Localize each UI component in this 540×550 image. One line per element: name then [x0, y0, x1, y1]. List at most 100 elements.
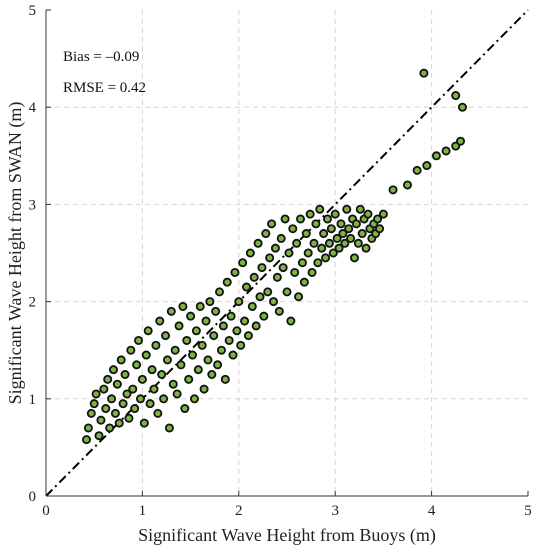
data-point: [317, 243, 327, 253]
data-point: [336, 219, 346, 229]
data-point: [349, 253, 359, 263]
data-point: [120, 369, 130, 379]
data-point: [178, 301, 188, 311]
x-tick-label: 4: [428, 503, 436, 519]
data-point: [321, 253, 331, 263]
data-point: [101, 404, 111, 414]
data-point: [103, 374, 113, 384]
y-tick-label: 2: [29, 295, 37, 311]
data-point: [184, 374, 194, 384]
data-point: [269, 297, 279, 307]
data-point: [172, 389, 182, 399]
data-point: [286, 316, 296, 326]
data-point: [228, 350, 238, 360]
data-point: [274, 306, 284, 316]
y-tick-labels: 0 1 2 3 4 5: [29, 3, 37, 505]
data-point: [197, 340, 207, 350]
data-point: [145, 399, 155, 409]
data-point: [203, 355, 213, 365]
data-point: [251, 321, 261, 331]
data-point: [213, 360, 223, 370]
data-point: [402, 180, 412, 190]
data-point: [218, 321, 228, 331]
data-point: [195, 301, 205, 311]
data-point: [322, 214, 332, 224]
data-point: [188, 350, 198, 360]
data-point: [288, 224, 298, 234]
x-tick-label: 2: [235, 503, 243, 519]
data-point: [110, 408, 120, 418]
data-point: [363, 209, 373, 219]
data-point: [267, 219, 277, 229]
data-point: [96, 415, 106, 425]
data-point: [457, 102, 467, 112]
data-point: [272, 272, 282, 282]
data-point: [201, 316, 211, 326]
data-point: [249, 272, 259, 282]
data-point: [342, 204, 352, 214]
data-point: [311, 219, 321, 229]
data-point: [159, 394, 169, 404]
data-point: [344, 224, 354, 234]
data-point: [456, 136, 466, 146]
data-point: [280, 214, 290, 224]
rmse-annotation: RMSE = 0.42: [63, 80, 146, 96]
data-point: [334, 243, 344, 253]
data-point: [139, 418, 149, 428]
data-point: [83, 423, 93, 433]
data-point: [89, 399, 99, 409]
data-point: [357, 229, 367, 239]
x-tick-label: 3: [331, 503, 339, 519]
data-point: [313, 258, 323, 268]
data-point: [255, 292, 265, 302]
data-point: [326, 224, 336, 234]
data-point: [330, 209, 340, 219]
data-point: [135, 394, 145, 404]
data-point: [299, 277, 309, 287]
x-tick-label: 5: [524, 503, 532, 519]
data-point: [155, 316, 165, 326]
data-point: [261, 229, 271, 239]
data-point: [236, 340, 246, 350]
y-tick-label: 1: [29, 392, 37, 408]
data-point: [224, 335, 234, 345]
data-point: [234, 297, 244, 307]
data-point: [373, 214, 383, 224]
data-point: [230, 267, 240, 277]
data-point: [297, 258, 307, 268]
data-point: [134, 335, 144, 345]
data-point: [451, 91, 461, 101]
data-point: [303, 248, 313, 258]
data-point: [419, 68, 429, 78]
data-point: [282, 287, 292, 297]
data-point: [375, 224, 385, 234]
data-point: [353, 238, 363, 248]
data-point: [247, 301, 257, 311]
data-point: [257, 263, 267, 273]
data-point: [107, 394, 117, 404]
data-point: [355, 204, 365, 214]
data-point: [162, 355, 172, 365]
data-point: [94, 431, 104, 441]
data-point: [226, 311, 236, 321]
data-point: [431, 151, 441, 161]
data-point: [182, 335, 192, 345]
data-point: [99, 384, 109, 394]
x-tick-label: 0: [42, 503, 50, 519]
data-point: [170, 345, 180, 355]
data-point: [422, 161, 432, 171]
data-point: [153, 408, 163, 418]
data-point: [141, 350, 151, 360]
data-point: [253, 238, 263, 248]
data-point: [207, 369, 217, 379]
y-tick-label: 5: [29, 3, 37, 19]
data-point: [199, 384, 209, 394]
data-point: [215, 287, 225, 297]
data-point: [191, 326, 201, 336]
data-point: [166, 306, 176, 316]
data-point: [81, 435, 91, 445]
y-tick-label: 0: [29, 489, 37, 505]
data-point: [378, 209, 388, 219]
data-point: [126, 345, 136, 355]
data-point: [295, 214, 305, 224]
